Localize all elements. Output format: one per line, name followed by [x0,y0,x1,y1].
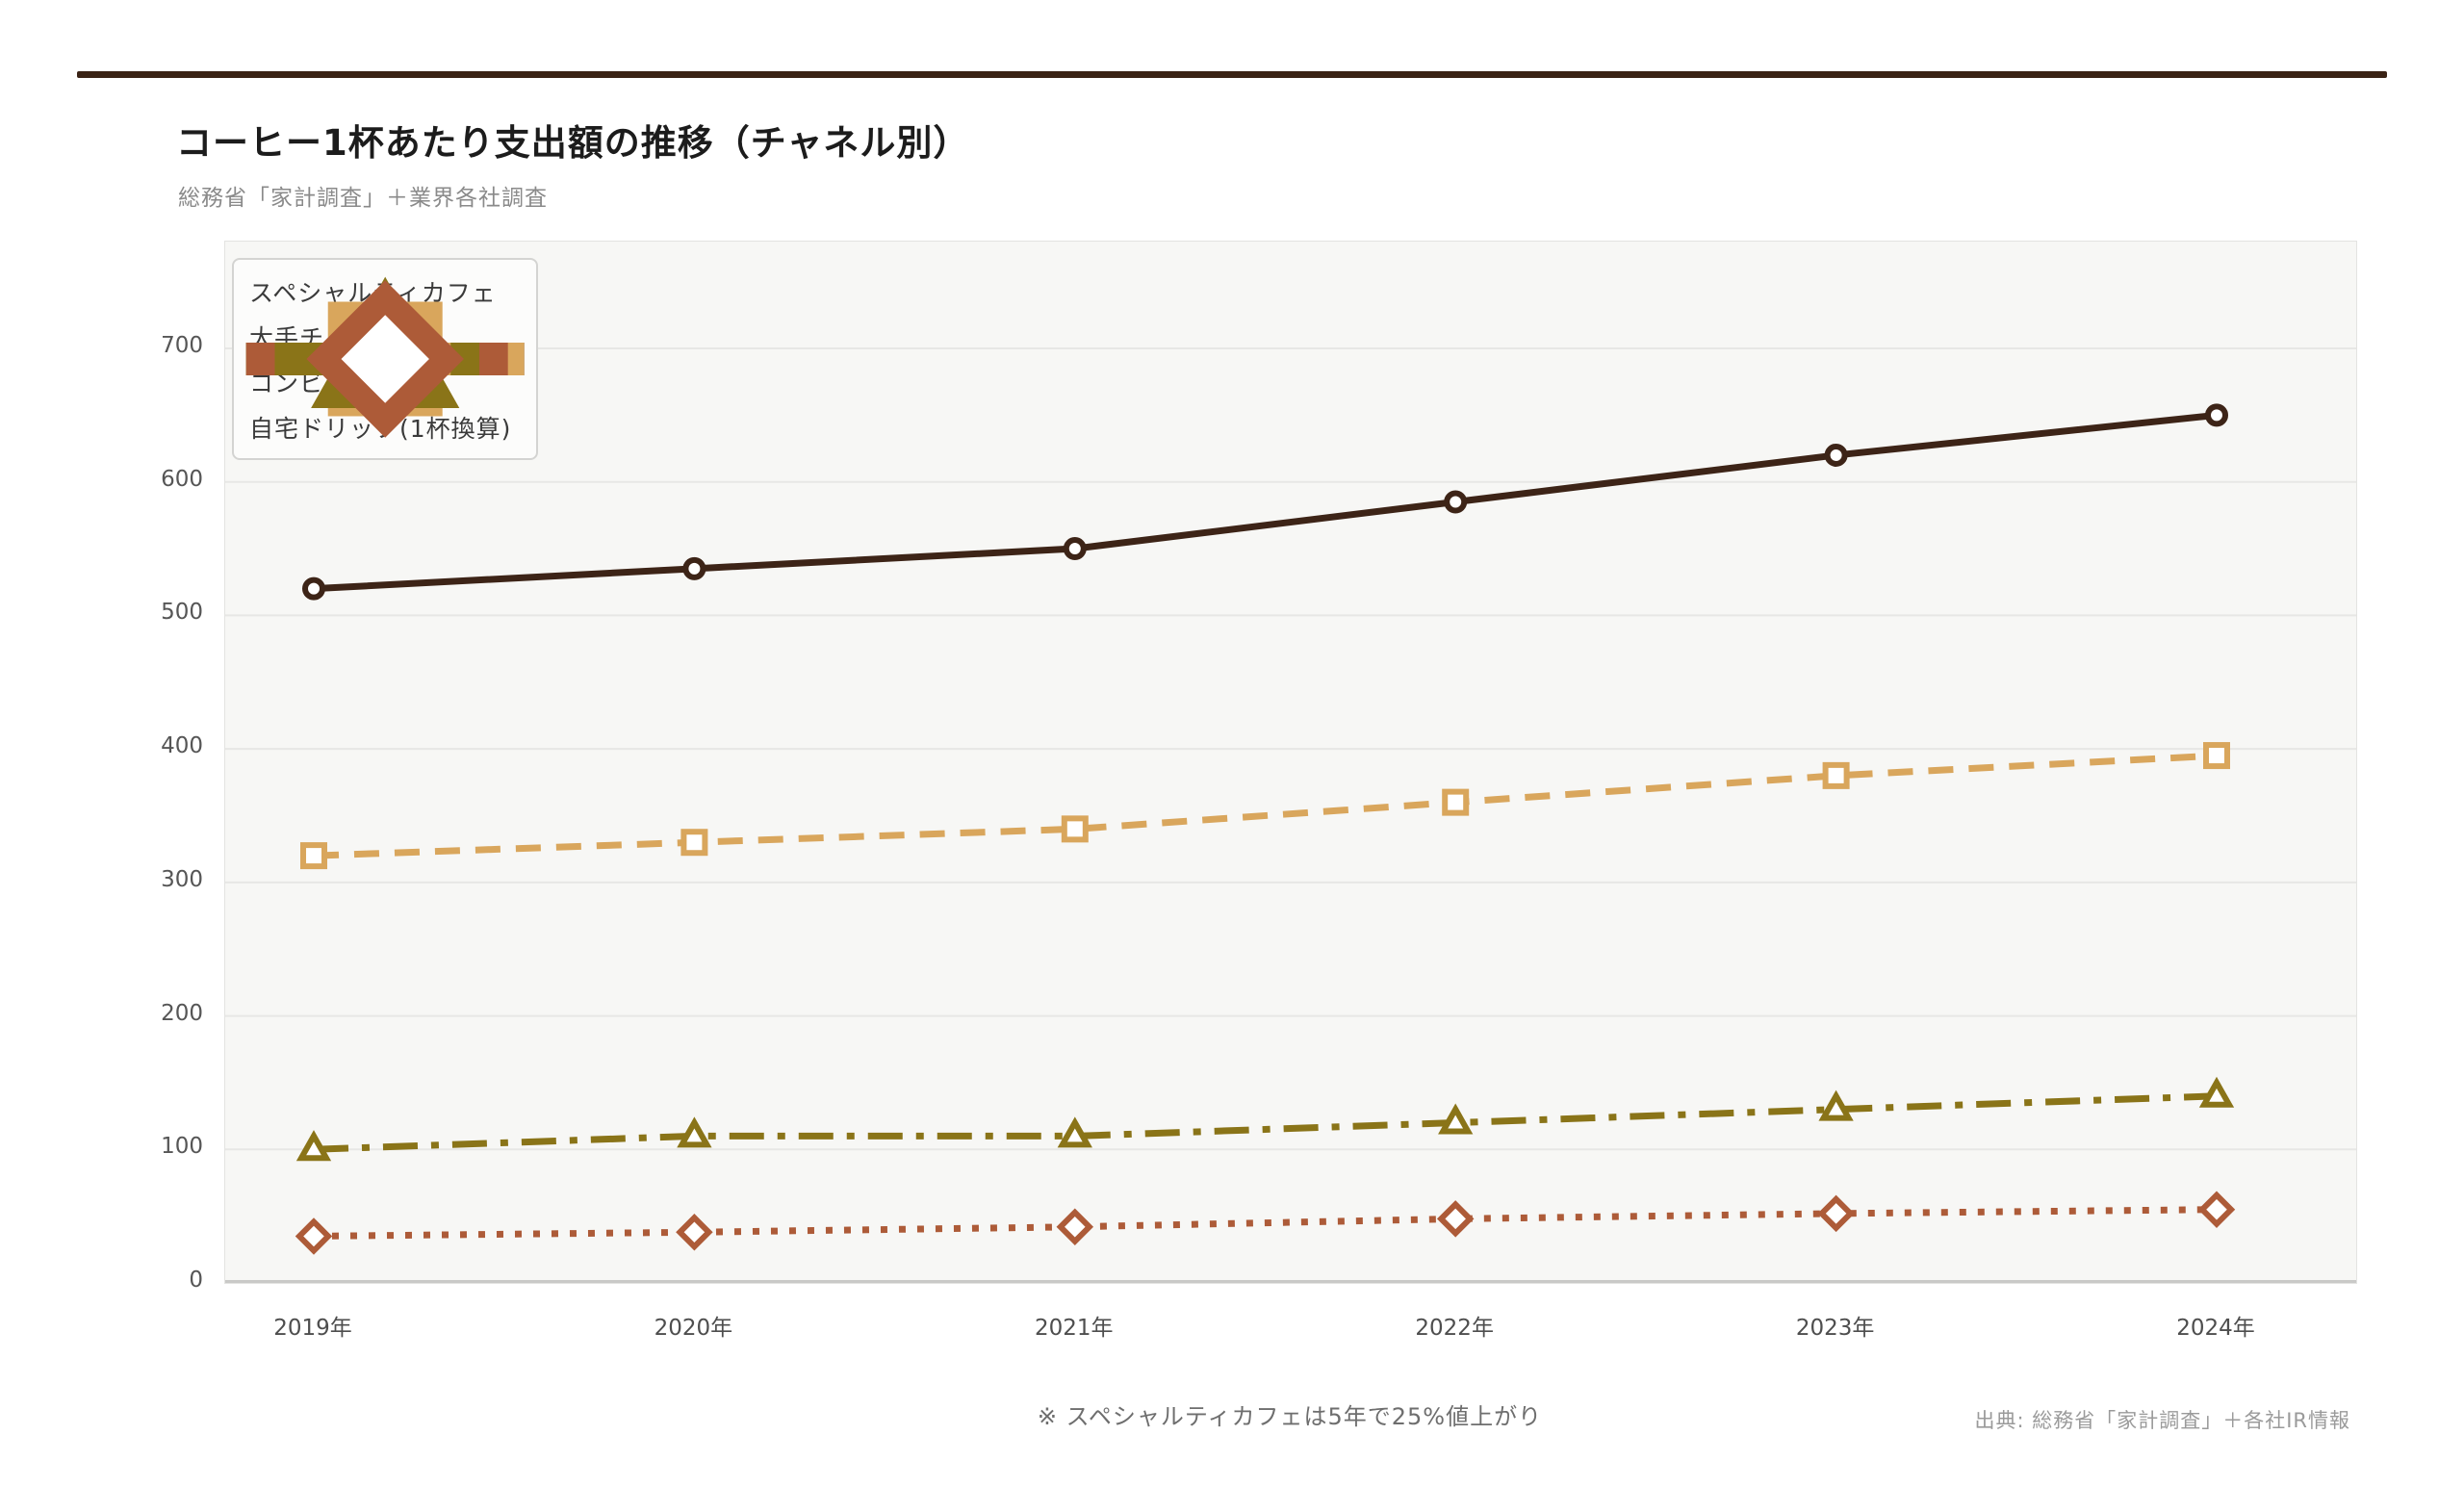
data-point-marker-triangle [1057,1116,1092,1148]
chart-footnote: ※ スペシャルティカフェは5年で25%値上がり [1037,1403,1543,1430]
data-point-marker-square [1061,815,1089,843]
data-point-marker-square [1442,788,1470,816]
chart-subtitle: 総務省「家計調査」＋業界各社調査 [178,186,548,211]
data-point-marker-square [1822,761,1850,789]
data-point-marker-circle [1063,537,1087,561]
y-tick-label: 0 [189,1268,203,1293]
x-tick-label: 2024年 [2176,1316,2255,1341]
data-point-marker-diamond [1436,1200,1475,1238]
x-tick-label: 2020年 [654,1316,733,1341]
data-point-marker-square [300,842,327,870]
x-tick-label: 2021年 [1035,1316,1114,1341]
series-line [313,1092,2218,1153]
chart-canvas [225,346,2356,1283]
data-point-marker-diamond [1056,1208,1094,1245]
accent-top-rule [77,71,2387,78]
data-point-marker-triangle [1438,1103,1474,1135]
data-point-marker-triangle [295,1130,332,1162]
chart-source: 出典: 総務省「家計調査」＋各社IR情報 [1974,1409,2350,1432]
data-point-marker-diamond [295,1217,333,1255]
y-tick-label: 700 [161,332,203,358]
legend-item: 自宅ドリップ(1杯換算) [245,280,525,448]
legend-marker-diamond-icon [245,280,525,438]
data-point-marker-circle [1444,490,1468,514]
data-point-marker-diamond [1817,1194,1855,1233]
data-point-marker-triangle [2198,1076,2235,1108]
data-point-marker-triangle [1818,1089,1854,1121]
x-tick-label: 2023年 [1795,1316,1875,1341]
data-point-marker-circle [682,556,706,580]
y-tick-label: 600 [161,466,203,492]
y-tick-label: 100 [161,1134,203,1160]
y-tick-label: 200 [161,1000,203,1026]
data-point-marker-square [680,829,708,857]
data-point-marker-triangle [677,1116,712,1148]
chart-legend: スペシャルティカフェ大手チェーンコンビニ自宅ドリップ(1杯換算) [232,258,539,460]
chart-title: コーヒー1杯あたり支出額の推移（チャネル別） [176,122,970,164]
x-tick-label: 2022年 [1415,1316,1494,1341]
plot-area: スペシャルティカフェ大手チェーンコンビニ自宅ドリップ(1杯換算) [224,241,2357,1284]
x-tick-label: 2019年 [273,1316,352,1341]
data-point-marker-diamond [676,1214,713,1251]
y-tick-label: 300 [161,866,203,892]
data-point-marker-circle [1824,443,1848,467]
data-point-marker-diamond [2197,1191,2236,1228]
data-point-marker-circle [2205,403,2228,427]
series-line [313,1206,2218,1240]
data-point-marker-square [2203,742,2230,770]
series-line [313,411,2218,593]
data-point-marker-circle [302,576,325,601]
y-tick-label: 500 [161,600,203,626]
data-point-marker-diamond [306,280,464,438]
y-tick-label: 400 [161,733,203,759]
series-line [313,752,2218,859]
